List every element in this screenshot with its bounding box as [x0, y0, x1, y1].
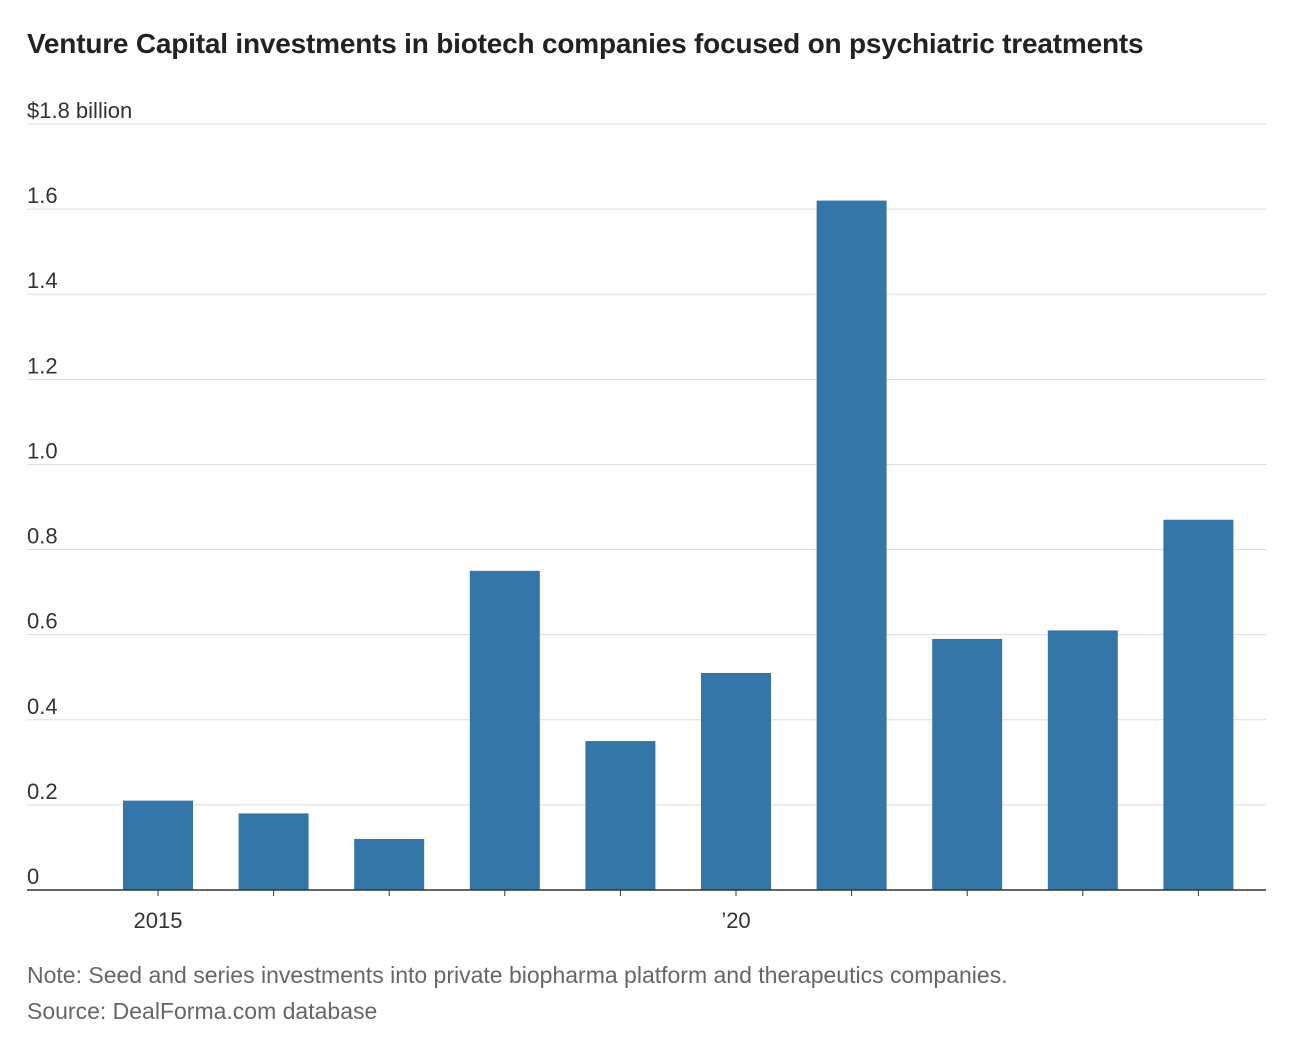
bar-2015 [123, 800, 193, 890]
y-tick-label: 1.4 [27, 268, 58, 293]
y-tick-label: 0.6 [27, 609, 58, 634]
bar-chart: 0 0.2 0.4 0.6 0.8 1.0 1.2 1.4 1.6 $1.8 billion 20… [27, 98, 1266, 933]
bar-2016 [238, 813, 309, 890]
x-axis: 2015 ’20 [27, 889, 1266, 933]
x-tick-label: ’20 [721, 908, 750, 933]
gridlines [27, 123, 1266, 806]
y-tick-label: 0.4 [27, 694, 58, 719]
bar-2023 [1047, 630, 1118, 890]
y-axis-labels: 0 0.2 0.4 0.6 0.8 1.0 1.2 1.4 1.6 $1.8 billion [27, 98, 132, 889]
chart-note: Note: Seed and series investments into p… [27, 962, 1008, 988]
y-tick-label: 1.0 [27, 438, 58, 463]
y-tick-label: 0.8 [27, 524, 58, 549]
bars [123, 200, 1234, 891]
x-tick-label: 2015 [134, 908, 183, 933]
chart-source: Source: DealForma.com database [27, 998, 378, 1024]
bar-2024 [1163, 519, 1234, 890]
bar-2021 [816, 200, 887, 891]
bar-2020 [701, 672, 771, 890]
bar-2017 [354, 838, 425, 890]
bar-2019 [585, 741, 656, 890]
y-tick-label: 0.2 [27, 779, 58, 804]
y-tick-label: 1.2 [27, 353, 58, 378]
bar-2018 [469, 570, 540, 890]
bar-2022 [932, 638, 1003, 890]
y-tick-label: 0 [27, 864, 39, 889]
y-tick-label: 1.6 [27, 183, 58, 208]
y-tick-label: $1.8 billion [27, 98, 132, 123]
chart-title: Venture Capital investments in biotech c… [27, 28, 1144, 59]
